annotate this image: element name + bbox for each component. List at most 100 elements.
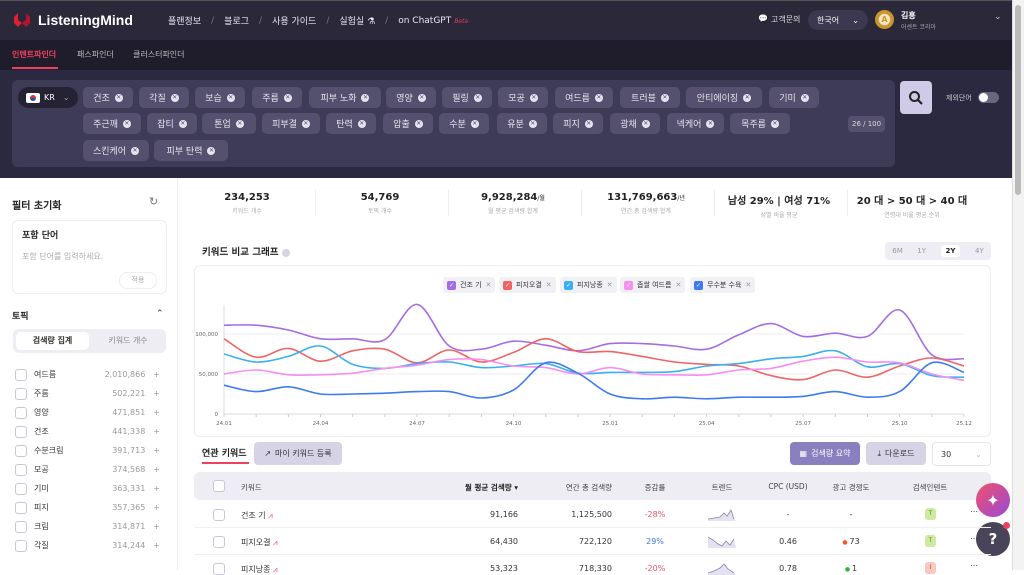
exclude-words-toggle[interactable]: 제외단어 xyxy=(946,92,999,103)
nav-guide[interactable]: 사용 가이드 xyxy=(272,17,317,27)
row-more-icon[interactable]: ⋯ xyxy=(970,561,978,570)
keyword-chip[interactable]: 모공 ✕ xyxy=(498,87,548,108)
legend-checkbox-icon[interactable]: ✓ xyxy=(447,280,456,290)
add-topic-icon[interactable]: + xyxy=(153,370,160,379)
keyword-chip[interactable]: 스킨케어 ✕ xyxy=(83,140,149,161)
keyword-chip[interactable]: 영양 ✕ xyxy=(386,87,436,108)
remove-chip-icon[interactable]: ✕ xyxy=(706,119,715,128)
legend-remove-icon[interactable]: ✕ xyxy=(545,281,552,289)
remove-chip-icon[interactable]: ✕ xyxy=(357,119,366,128)
remove-chip-icon[interactable]: ✕ xyxy=(226,93,235,102)
add-topic-icon[interactable]: + xyxy=(153,541,160,550)
country-select[interactable]: KR ⌄ xyxy=(18,87,78,108)
scrollbar-thumb[interactable] xyxy=(1015,5,1021,195)
remove-chip-icon[interactable]: ✕ xyxy=(414,119,423,128)
series-line[interactable] xyxy=(223,303,965,361)
topic-checkbox[interactable] xyxy=(15,501,27,514)
trend-chart-icon[interactable]: ⩘ xyxy=(265,511,273,520)
nav-lab[interactable]: 실험실 ⚗ xyxy=(339,17,376,27)
topic-item[interactable]: 기미 363,331 + xyxy=(15,479,160,498)
segment-keyword-count[interactable]: 키워드 개수 xyxy=(108,336,148,345)
column-header[interactable]: 월 평균 검색량 ▾ xyxy=(465,483,518,492)
legend-item[interactable]: ✓ 피지오결 ✕ xyxy=(499,277,556,293)
topic-item[interactable]: 크림 314,871 + xyxy=(15,517,160,536)
remove-chip-icon[interactable]: ✕ xyxy=(283,93,292,102)
legend-remove-icon[interactable]: ✕ xyxy=(606,281,613,289)
ai-assistant-button[interactable]: ✦ xyxy=(976,483,1010,517)
topic-item[interactable]: 여드름 2,010,866 + xyxy=(15,365,160,384)
my-keyword-register-button[interactable]: ↗ 마이 키워드 등록 xyxy=(254,442,342,465)
keyword-chip[interactable]: 목주름 ✕ xyxy=(730,113,790,134)
series-line[interactable] xyxy=(223,361,965,400)
legend-checkbox-icon[interactable]: ✓ xyxy=(564,280,573,290)
keyword-chip[interactable]: 각질 ✕ xyxy=(139,87,189,108)
legend-item[interactable]: ✓ 좁쌀 여드름 ✕ xyxy=(620,277,686,293)
topic-checkbox[interactable] xyxy=(15,368,27,381)
collapse-chevron-icon[interactable]: ⌃ xyxy=(156,309,164,319)
remove-chip-icon[interactable]: ✕ xyxy=(131,146,140,155)
remove-chip-icon[interactable]: ✕ xyxy=(470,119,479,128)
series-line[interactable] xyxy=(223,356,965,382)
keyword-chip[interactable]: 피부 노화 ✕ xyxy=(309,87,381,108)
keyword-chip[interactable]: 잡티 ✕ xyxy=(147,113,197,134)
nav-blog[interactable]: 블로그 xyxy=(224,17,250,27)
row-more-icon[interactable]: ⋯ xyxy=(970,534,978,543)
remove-chip-icon[interactable]: ✕ xyxy=(641,119,650,128)
keyword-chip[interactable]: 기미 ✕ xyxy=(769,87,819,108)
keyword-chip[interactable]: 톤업 ✕ xyxy=(202,113,256,134)
remove-chip-icon[interactable]: ✕ xyxy=(528,119,537,128)
remove-chip-icon[interactable]: ✕ xyxy=(660,93,669,102)
legend-checkbox-icon[interactable]: ✓ xyxy=(503,280,512,290)
remove-chip-icon[interactable]: ✕ xyxy=(800,93,809,102)
remove-chip-icon[interactable]: ✕ xyxy=(529,93,538,102)
topic-checkbox[interactable] xyxy=(15,425,27,438)
topic-item[interactable]: 주름 502,221 + xyxy=(15,384,160,403)
keyword-chip[interactable]: 주근깨 ✕ xyxy=(83,113,141,134)
remove-chip-icon[interactable]: ✕ xyxy=(770,119,779,128)
segment-search-volume[interactable]: 검색량 집계 xyxy=(16,332,89,350)
remove-chip-icon[interactable]: ✕ xyxy=(122,119,131,128)
keyword-cell[interactable]: 피지오결 ⩘ xyxy=(241,538,278,547)
remove-chip-icon[interactable]: ✕ xyxy=(207,146,216,155)
add-topic-icon[interactable]: + xyxy=(153,465,160,474)
topic-checkbox[interactable] xyxy=(15,539,27,552)
tab-intent-finder[interactable]: 인텐트파인더 xyxy=(12,50,57,59)
keyword-chip[interactable]: 주름 ✕ xyxy=(252,87,302,108)
tab-cluster-finder[interactable]: 클러스터파인더 xyxy=(133,50,185,59)
reset-icon[interactable]: ↻ xyxy=(149,195,159,208)
remove-chip-icon[interactable]: ✕ xyxy=(743,93,752,102)
keyword-chip[interactable]: 건조 ✕ xyxy=(83,87,133,108)
add-topic-icon[interactable]: + xyxy=(153,408,160,417)
add-topic-icon[interactable]: + xyxy=(153,503,160,512)
keyword-cell[interactable]: 건조 기 ⩘ xyxy=(241,511,273,520)
select-all-checkbox[interactable] xyxy=(213,480,225,492)
topic-checkbox[interactable] xyxy=(15,387,27,400)
remove-chip-icon[interactable]: ✕ xyxy=(417,93,426,102)
row-checkbox[interactable] xyxy=(213,509,225,521)
row-checkbox[interactable] xyxy=(213,563,225,575)
topic-item[interactable]: 건조 441,338 + xyxy=(15,422,160,441)
keyword-chip[interactable]: 압출 ✕ xyxy=(383,113,433,134)
legend-remove-icon[interactable]: ✕ xyxy=(485,281,492,289)
column-header[interactable]: 연간 총 검색량 xyxy=(565,483,612,492)
topic-item[interactable]: 각질 314,244 + xyxy=(15,536,160,555)
remove-chip-icon[interactable]: ✕ xyxy=(114,93,123,102)
tab-path-finder[interactable]: 패스파인더 xyxy=(77,50,114,59)
topic-checkbox[interactable] xyxy=(15,444,27,457)
language-select[interactable]: 한국어 ⌄ xyxy=(808,10,868,30)
topic-checkbox[interactable] xyxy=(15,463,27,476)
row-checkbox[interactable] xyxy=(213,536,225,548)
keyword-chip[interactable]: 넥케어 ✕ xyxy=(667,113,724,134)
search-button[interactable] xyxy=(900,81,932,114)
search-volume-summary-button[interactable]: ▦ 검색량 요약 xyxy=(790,442,860,465)
range-2y[interactable]: 2Y xyxy=(940,245,961,257)
keyword-chip[interactable]: 트러블 ✕ xyxy=(620,87,680,108)
topic-checkbox[interactable] xyxy=(15,520,27,533)
add-topic-icon[interactable]: + xyxy=(153,446,160,455)
legend-item[interactable]: ✓ 피지낭종 ✕ xyxy=(560,277,617,293)
legend-checkbox-icon[interactable]: ✓ xyxy=(624,280,633,290)
toggle-switch[interactable] xyxy=(977,92,999,103)
trend-chart-icon[interactable]: ⩘ xyxy=(270,538,278,547)
column-header[interactable]: 증감률 xyxy=(644,483,666,492)
apply-button[interactable]: 적용 xyxy=(119,272,157,289)
